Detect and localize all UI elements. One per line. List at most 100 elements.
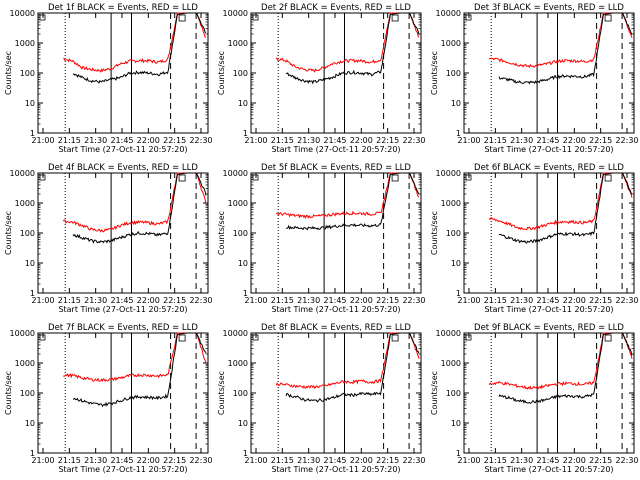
chart-title: Det 1f BLACK = Events, RED = LLD <box>48 3 198 13</box>
corner-marker <box>252 14 259 21</box>
x-tick-label: 21:15 <box>58 296 81 305</box>
y-tick-label: 1000 <box>441 199 461 208</box>
x-tick-label: 21:30 <box>510 136 533 145</box>
corner-marker <box>465 14 472 21</box>
y-axis-label: Counts/sec <box>217 51 226 95</box>
events-series-line <box>498 172 633 244</box>
chart-panel-3: Det 3f BLACK = Events, RED = LLD 1 10 100 10… <box>430 3 639 154</box>
x-tick-label: 22:30 <box>615 296 638 305</box>
y-tick-label: 10 <box>451 99 461 108</box>
x-tick-label: 21:15 <box>271 456 294 465</box>
chart-title: Det 9f BLACK = Events, RED = LLD <box>474 323 624 333</box>
x-tick-label: 22:00 <box>137 456 160 465</box>
events-series-line <box>72 12 207 84</box>
y-tick-label: 100 <box>233 389 248 398</box>
x-tick-label: 22:00 <box>350 296 373 305</box>
x-tick-label: 22:30 <box>615 456 638 465</box>
y-tick-label: 10000 <box>223 329 248 338</box>
y-tick-label: 10 <box>451 259 461 268</box>
x-tick-label: 21:15 <box>484 456 507 465</box>
corner-marker <box>465 334 472 341</box>
events-series-line <box>498 332 633 404</box>
corner-marker <box>391 334 399 342</box>
x-tick-label: 22:30 <box>189 456 212 465</box>
x-tick-label: 22:30 <box>402 456 425 465</box>
x-tick-label: 22:15 <box>376 296 399 305</box>
events-series-line <box>285 332 420 403</box>
y-tick-label: 1 <box>456 449 461 458</box>
corner-marker <box>391 14 399 22</box>
y-tick-label: 10 <box>238 419 248 428</box>
chart-panel-1: Det 1f BLACK = Events, RED = LLD 1 10 100 10… <box>4 3 213 154</box>
chart-panel-4: Det 4f BLACK = Events, RED = LLD 1 10 100 10… <box>4 163 213 314</box>
y-tick-label: 10 <box>25 99 35 108</box>
y-tick-label: 1 <box>30 289 35 298</box>
x-tick-label: 21:30 <box>297 136 320 145</box>
chart-title: Det 3f BLACK = Events, RED = LLD <box>474 3 624 13</box>
x-tick-label: 22:30 <box>615 136 638 145</box>
plot-frame <box>37 12 209 134</box>
y-tick-label: 100 <box>20 229 35 238</box>
y-tick-label: 10 <box>238 259 248 268</box>
x-axis-label: Start Time (27-Oct-11 20:57:20) <box>484 465 613 474</box>
lld-series-line <box>488 332 633 390</box>
plot-frame <box>463 12 635 134</box>
y-tick-label: 1000 <box>441 359 461 368</box>
y-tick-label: 10 <box>451 419 461 428</box>
y-tick-label: 1 <box>243 289 248 298</box>
corner-marker <box>604 334 612 342</box>
chart-title: Det 7f BLACK = Events, RED = LLD <box>48 323 198 333</box>
y-axis-label: Counts/sec <box>430 371 439 415</box>
x-tick-label: 21:30 <box>297 456 320 465</box>
y-tick-label: 100 <box>233 69 248 78</box>
x-axis-label: Start Time (27-Oct-11 20:57:20) <box>484 145 613 154</box>
x-tick-label: 21:30 <box>510 456 533 465</box>
x-tick-label: 22:15 <box>376 136 399 145</box>
corner-marker <box>178 14 186 22</box>
x-tick-label: 21:45 <box>323 456 346 465</box>
y-axis-label: Counts/sec <box>4 371 13 415</box>
x-tick-label: 21:30 <box>84 296 107 305</box>
x-tick-label: 21:45 <box>536 136 559 145</box>
x-tick-label: 21:45 <box>110 296 133 305</box>
x-tick-label: 21:45 <box>536 296 559 305</box>
x-tick-label: 21:00 <box>244 136 267 145</box>
x-tick-label: 22:00 <box>350 456 373 465</box>
events-series-line <box>72 172 207 244</box>
y-tick-label: 10000 <box>10 9 35 18</box>
x-tick-label: 21:15 <box>58 456 81 465</box>
x-tick-label: 22:00 <box>137 296 160 305</box>
events-series-line <box>498 12 633 85</box>
lld-series-line <box>275 332 420 389</box>
x-tick-label: 22:15 <box>589 136 612 145</box>
plot-frame <box>250 12 422 134</box>
x-tick-label: 22:30 <box>189 296 212 305</box>
y-tick-label: 1000 <box>15 199 35 208</box>
x-tick-label: 22:15 <box>163 456 186 465</box>
plot-frame <box>463 172 635 294</box>
x-tick-label: 21:45 <box>323 136 346 145</box>
y-tick-label: 1 <box>30 449 35 458</box>
x-tick-label: 21:00 <box>457 136 480 145</box>
x-tick-label: 21:15 <box>484 296 507 305</box>
x-tick-label: 22:30 <box>189 136 212 145</box>
x-tick-label: 21:00 <box>244 296 267 305</box>
corner-marker <box>604 14 612 22</box>
y-tick-label: 1000 <box>228 39 248 48</box>
y-tick-label: 100 <box>446 69 461 78</box>
x-tick-label: 21:45 <box>110 456 133 465</box>
x-tick-label: 21:45 <box>110 136 133 145</box>
x-axis-label: Start Time (27-Oct-11 20:57:20) <box>58 465 187 474</box>
chart-panel-6: Det 6f BLACK = Events, RED = LLD 1 10 100 10… <box>430 163 639 314</box>
lld-series-line <box>275 172 420 220</box>
y-tick-label: 100 <box>20 389 35 398</box>
chart-title: Det 2f BLACK = Events, RED = LLD <box>261 3 411 13</box>
chart-title: Det 5f BLACK = Events, RED = LLD <box>261 163 411 173</box>
plot-frame <box>250 332 422 454</box>
events-series-line <box>72 332 207 408</box>
x-tick-label: 21:00 <box>457 296 480 305</box>
y-tick-label: 100 <box>20 69 35 78</box>
y-tick-label: 10000 <box>10 329 35 338</box>
y-axis-label: Counts/sec <box>217 371 226 415</box>
